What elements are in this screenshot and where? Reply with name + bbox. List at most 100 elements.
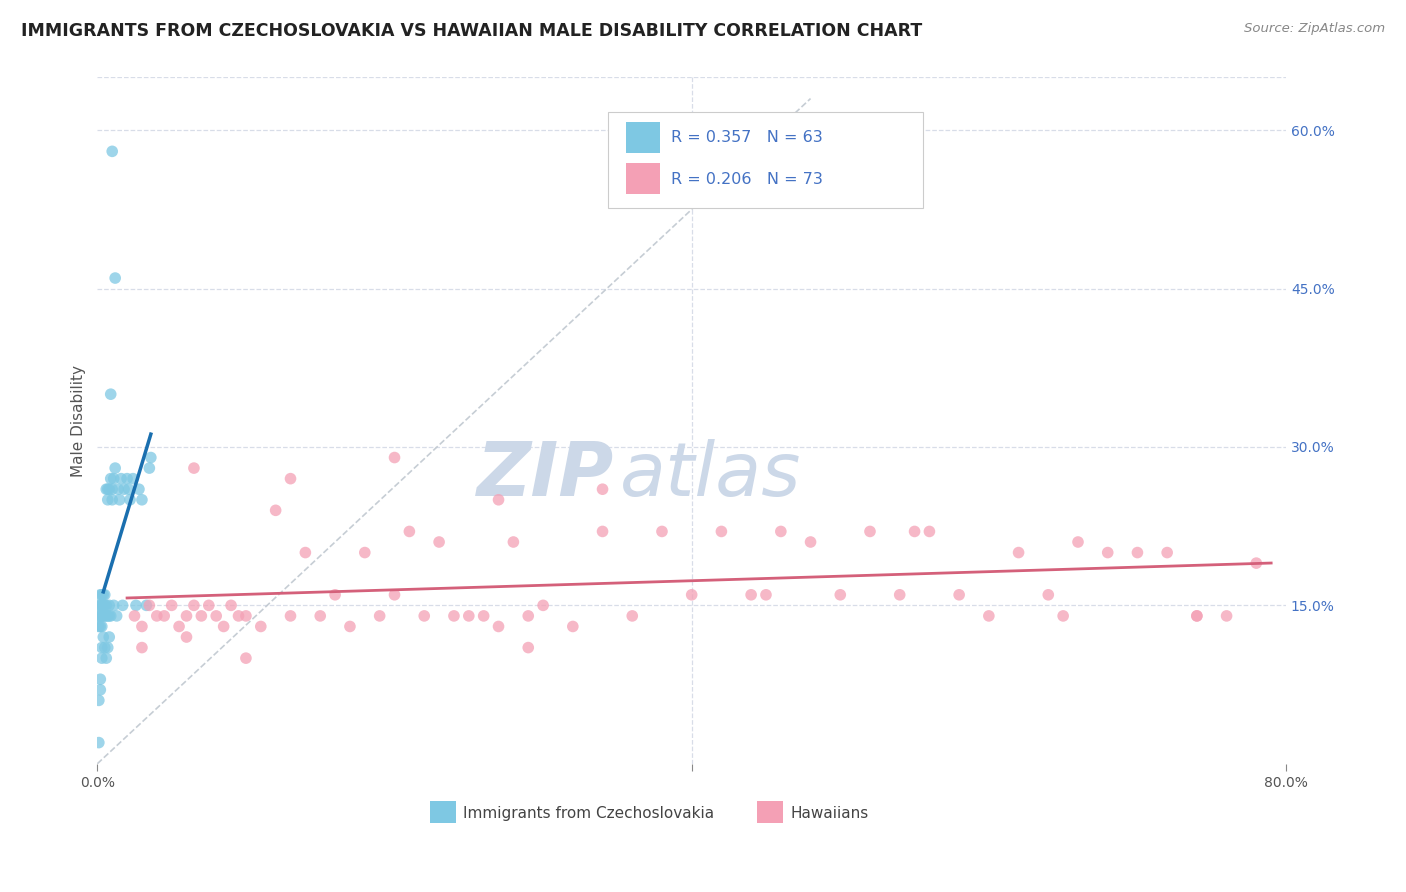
Point (131, 619, 153, 633)
Point (97, 482, 120, 496)
Point (135, 599, 157, 613)
Point (138, 599, 160, 613)
Point (472, 608, 495, 623)
Point (90, 651, 112, 665)
Point (94, 588, 117, 602)
Point (98, 608, 121, 623)
Point (1215, 608, 1237, 623)
Point (87, 608, 110, 623)
Point (1156, 545, 1178, 559)
Text: Immigrants from Czechoslovakia: Immigrants from Czechoslovakia (464, 805, 714, 821)
Bar (626, 163, 659, 194)
Point (97, 640, 120, 655)
Point (488, 492, 510, 507)
Point (339, 619, 361, 633)
Point (94, 599, 117, 613)
Point (139, 450, 162, 465)
Point (100, 387, 122, 401)
Text: Hawaiians: Hawaiians (790, 805, 869, 821)
Point (531, 599, 554, 613)
Point (125, 599, 148, 613)
Point (101, 482, 124, 496)
Point (1185, 608, 1208, 623)
Text: R = 0.206   N = 73: R = 0.206 N = 73 (672, 171, 824, 186)
Point (517, 608, 540, 623)
Bar (756, 802, 783, 823)
Point (94, 608, 117, 623)
Point (128, 482, 150, 496)
Point (101, 492, 124, 507)
Point (1007, 545, 1029, 559)
Point (131, 492, 153, 507)
FancyBboxPatch shape (609, 112, 924, 208)
Text: IMMIGRANTS FROM CZECHOSLOVAKIA VS HAWAIIAN MALE DISABILITY CORRELATION CHART: IMMIGRANTS FROM CZECHOSLOVAKIA VS HAWAII… (21, 22, 922, 40)
Point (87, 736, 110, 750)
Point (160, 599, 183, 613)
Point (100, 472, 122, 486)
Point (97, 492, 120, 507)
Point (1067, 535, 1090, 549)
Point (117, 482, 139, 496)
Point (755, 588, 778, 602)
Point (103, 472, 125, 486)
Point (398, 524, 420, 539)
Text: ZIP: ZIP (477, 439, 614, 512)
Point (89, 599, 111, 613)
Point (384, 450, 406, 465)
Point (1097, 545, 1119, 559)
Point (153, 608, 176, 623)
Point (228, 608, 250, 623)
Text: Source: ZipAtlas.com: Source: ZipAtlas.com (1244, 22, 1385, 36)
Point (309, 608, 332, 623)
Point (110, 472, 132, 486)
Point (235, 608, 257, 623)
Bar (430, 802, 457, 823)
Point (122, 472, 145, 486)
Point (124, 608, 146, 623)
Point (96, 651, 118, 665)
Point (103, 599, 125, 613)
Point (651, 524, 673, 539)
Point (91, 630, 114, 644)
Point (89, 673, 111, 687)
Point (1246, 556, 1268, 570)
Point (176, 608, 198, 623)
Point (131, 640, 153, 655)
Point (384, 588, 406, 602)
Point (112, 482, 135, 496)
Point (100, 608, 122, 623)
Point (353, 545, 375, 559)
Point (517, 640, 540, 655)
Point (146, 608, 169, 623)
Point (104, 271, 127, 285)
Point (1052, 608, 1074, 623)
Point (89, 608, 111, 623)
Point (1185, 608, 1208, 623)
Point (205, 608, 228, 623)
Point (235, 651, 257, 665)
Point (183, 599, 205, 613)
Point (115, 472, 138, 486)
Point (91, 588, 114, 602)
Point (427, 535, 450, 549)
Point (90, 599, 112, 613)
Point (90, 608, 112, 623)
Point (212, 619, 235, 633)
Point (443, 608, 465, 623)
Point (799, 535, 821, 549)
Point (101, 145, 124, 159)
Point (97, 608, 120, 623)
Point (264, 503, 287, 517)
Point (889, 588, 911, 602)
Point (96, 482, 118, 496)
Point (105, 608, 128, 623)
Point (918, 524, 941, 539)
Point (94, 640, 117, 655)
Point (219, 599, 242, 613)
Point (488, 619, 510, 633)
Point (457, 608, 479, 623)
Point (859, 524, 882, 539)
Point (89, 682, 111, 697)
Point (1038, 588, 1060, 602)
Point (948, 588, 970, 602)
